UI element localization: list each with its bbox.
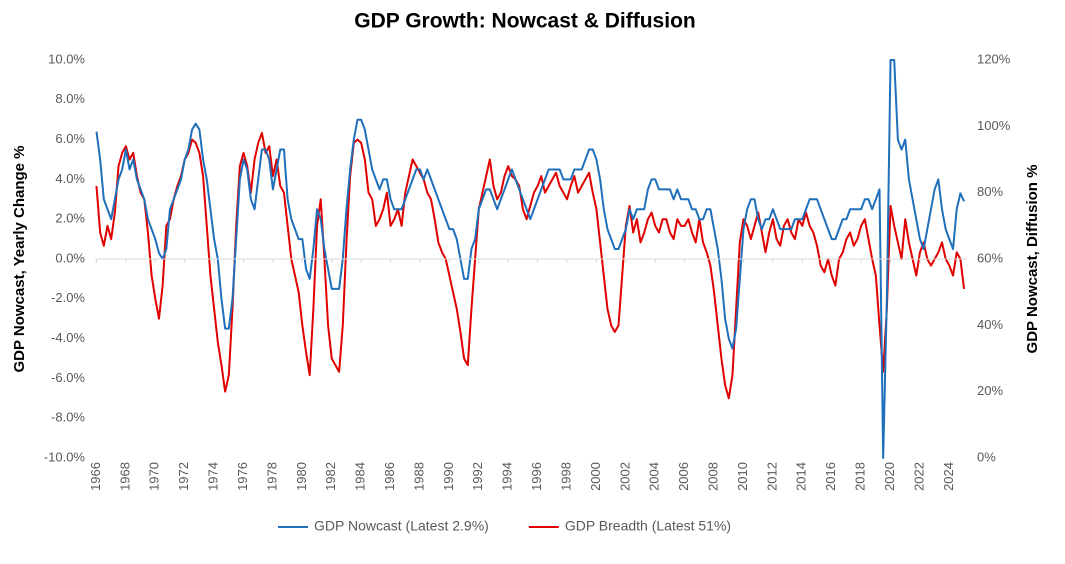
x-tick-label: 2004 — [647, 462, 662, 491]
y-tick-label: -8.0% — [51, 410, 85, 425]
y2-tick-label: 100% — [977, 118, 1011, 133]
x-tick-label: 1970 — [147, 462, 162, 491]
x-tick-label: 2000 — [588, 462, 603, 491]
y2-axis-title: GDP Nowcast, Diffusion % — [1024, 165, 1041, 354]
x-tick-label: 1996 — [529, 462, 544, 491]
x-tick-label: 1988 — [411, 462, 426, 491]
x-tick-label: 2006 — [676, 462, 691, 491]
y-tick-label: 2.0% — [55, 211, 85, 226]
x-tick-label: 1982 — [323, 462, 338, 491]
y-tick-label: -4.0% — [51, 330, 85, 345]
x-tick-label: 2016 — [823, 462, 838, 491]
y2-tick-label: 120% — [977, 51, 1011, 66]
x-tick-label: 2010 — [735, 462, 750, 491]
legend-label: GDP Nowcast (Latest 2.9%) — [314, 518, 489, 534]
y2-tick-label: 80% — [977, 184, 1003, 199]
x-tick-label: 1986 — [382, 462, 397, 491]
x-tick-label: 1966 — [88, 462, 103, 491]
y2-tick-label: 20% — [977, 383, 1003, 398]
legend-label: GDP Breadth (Latest 51%) — [565, 518, 731, 534]
x-tick-label: 1972 — [176, 462, 191, 491]
chart-title: GDP Growth: Nowcast & Diffusion — [354, 10, 695, 33]
x-tick-label: 1968 — [117, 462, 132, 491]
x-tick-label: 2012 — [764, 462, 779, 491]
x-tick-label: 1974 — [206, 462, 221, 491]
x-tick-label: 1980 — [294, 462, 309, 491]
x-tick-label: 2020 — [882, 462, 897, 491]
y-tick-label: -2.0% — [51, 290, 85, 305]
y-tick-label: 10.0% — [48, 51, 85, 66]
y-tick-label: 0.0% — [55, 250, 85, 265]
y2-tick-label: 40% — [977, 317, 1003, 332]
x-tick-label: 1992 — [470, 462, 485, 491]
x-tick-label: 1978 — [264, 462, 279, 491]
x-tick-label: 1998 — [558, 462, 573, 491]
x-tick-label: 2008 — [706, 462, 721, 491]
x-tick-label: 2024 — [941, 462, 956, 491]
x-tick-label: 2014 — [794, 462, 809, 491]
x-tick-label: 1994 — [500, 462, 515, 491]
series-line — [95, 131, 966, 400]
x-tick-label: 1976 — [235, 462, 250, 491]
y-tick-label: 6.0% — [55, 131, 85, 146]
x-tick-label: 2002 — [617, 462, 632, 491]
y-tick-label: -6.0% — [51, 370, 85, 385]
y2-tick-label: 60% — [977, 250, 1003, 265]
y-tick-label: 8.0% — [55, 91, 85, 106]
x-tick-label: 1984 — [353, 462, 368, 491]
x-tick-label: 1990 — [441, 462, 456, 491]
series-line — [95, 59, 965, 459]
y2-tick-label: 0% — [977, 449, 996, 464]
x-tick-label: 2018 — [853, 462, 868, 491]
y-tick-label: -10.0% — [44, 449, 86, 464]
y-axis-title: GDP Nowcast, Yearly Change % — [11, 145, 28, 372]
x-tick-label: 2022 — [911, 462, 926, 491]
y-tick-label: 4.0% — [55, 171, 85, 186]
